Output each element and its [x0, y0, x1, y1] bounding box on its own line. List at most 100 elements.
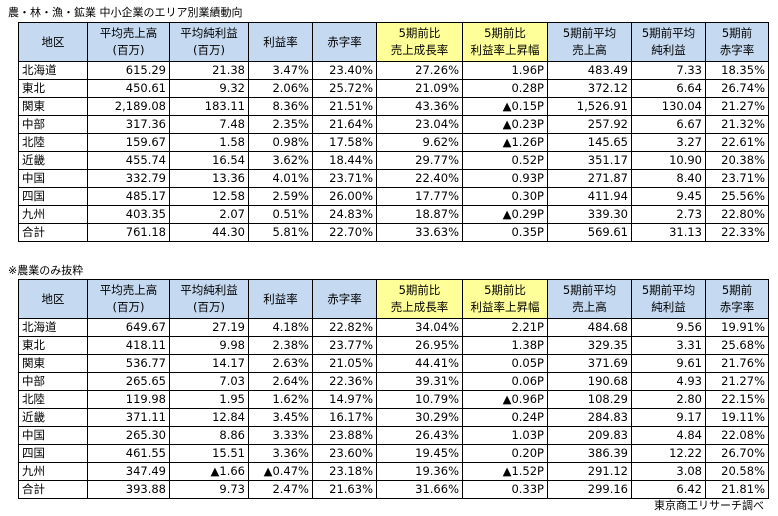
cell: 19.45% [376, 444, 463, 463]
cell: 北海道 [18, 318, 88, 337]
cell: 16.54 [169, 151, 249, 170]
header-cell: 平均売上高 (百万) [87, 279, 170, 319]
cell: 31.13 [631, 223, 706, 242]
cell: 17.58% [312, 133, 377, 152]
header-text: (百万) [193, 43, 225, 57]
cell: 649.67 [87, 318, 170, 337]
cell: 22.82% [312, 318, 377, 337]
cell: 0.30P [462, 187, 548, 206]
header-text: 赤字率 [327, 34, 362, 49]
header-cell: 地区 [18, 279, 88, 319]
cell: 8.86 [169, 426, 249, 445]
cell: 30.29% [376, 408, 463, 427]
header-text: 赤字率 [719, 43, 755, 57]
cell: 329.35 [547, 336, 632, 355]
cell: 21.05% [312, 354, 377, 373]
header-cell: 5期前比売上成長率 [376, 279, 463, 319]
cell: 0.28P [462, 79, 548, 98]
header-cell: 地区 [18, 22, 88, 62]
cell: 20.58% [705, 462, 769, 481]
cell: 19.36% [376, 462, 463, 481]
cell: 27.19 [169, 318, 249, 337]
cell: 3.36% [248, 444, 313, 463]
cell: 27.26% [376, 61, 463, 80]
cell: 北陸 [18, 390, 88, 409]
cell: 1.95 [169, 390, 249, 409]
header-cell: 赤字率 [312, 22, 377, 62]
row: 東北 418.11 9.98 2.38% 23.77% 26.95% 1.38P 329.35… [18, 336, 769, 355]
cell: 3.08 [631, 462, 706, 481]
header-text: 平均売上高 [99, 26, 158, 40]
header-cell: 5期前平均 純利益 [631, 279, 706, 319]
header-cell: 利益率 [248, 279, 313, 319]
row: 北海道 615.29 21.38 3.47% 23.40% 27.26% 1.96P 483.… [18, 61, 769, 80]
header-text: 純利益 [651, 43, 686, 57]
row: 近畿 455.74 16.54 3.62% 18.44% 29.77% 0.52P 351.1… [18, 151, 769, 170]
cell: 536.77 [87, 354, 170, 373]
table: 地区 平均売上高 (百万) 平均純利益 (百万) 利益率 赤字率 5期前比 売上成長率 5期前比利… [18, 279, 769, 499]
cell: ▲0.47% [248, 462, 313, 481]
cell: 3.33% [248, 426, 313, 445]
cell: 0.51% [248, 205, 313, 224]
cell: 9.98 [169, 336, 249, 355]
cell: 22.08% [705, 426, 769, 445]
cell: 190.68 [547, 372, 632, 391]
row: 四国 461.55 15.51 3.36% 23.60% 19.45% 0.20P 386.3… [18, 444, 769, 463]
cell: 北海道 [18, 61, 88, 80]
row: 東北 450.61 9.32 2.06% 25.72% 21.09% 0.28P 372.12… [18, 79, 769, 98]
cell: 569.61 [547, 223, 632, 242]
header-text: 5期前平均 [562, 283, 617, 297]
cell: 22.61% [705, 133, 769, 152]
cell: 21.64% [312, 115, 377, 134]
cell: 411.94 [547, 187, 632, 206]
row: 中国 332.79 13.36 4.01% 23.71% 22.40% 0.93P 271.8… [18, 169, 769, 188]
cell: 4.93 [631, 372, 706, 391]
cell: 4.18% [248, 318, 313, 337]
header-cell: 5期前平均 売上高 [547, 22, 632, 62]
header-text: 5期前比 [398, 283, 441, 297]
cell: 1,526.91 [547, 97, 632, 116]
header-cell: 5期前 赤字率 [705, 279, 769, 319]
cell: 24.83% [312, 205, 377, 224]
cell: 22.33% [705, 223, 769, 242]
cell: 23.60% [312, 444, 377, 463]
cell: 9.62% [376, 133, 463, 152]
header-text: (百万) [112, 43, 145, 57]
row: 四国 485.17 12.58 2.59% 26.00% 17.77% 0.30P 411.9… [18, 187, 769, 206]
cell: 18.35% [705, 61, 769, 80]
cell: 0.05P [462, 354, 548, 373]
row: 中部 265.65 7.03 2.64% 22.36% 39.31% 0.06P 190.68… [18, 372, 769, 391]
cell: 0.20P [462, 444, 548, 463]
cell: 22.70% [312, 223, 377, 242]
cell: 関東 [18, 97, 88, 116]
cell: 5.81% [248, 223, 313, 242]
cell: 371.11 [87, 408, 170, 427]
cell: 7.03 [169, 372, 249, 391]
cell: 1.62% [248, 390, 313, 409]
cell: 0.52P [462, 151, 548, 170]
cell: 9.73 [169, 480, 249, 499]
cell: 15.51 [169, 444, 249, 463]
header-text: 売上成長率 [390, 43, 449, 57]
header-row: 地区 平均売上高 (百万) 平均純利益 (百万) 利益率 赤字率 5期前比 売上成長率 5期前比利… [18, 22, 769, 62]
cell: 372.12 [547, 79, 632, 98]
header-text: 売上成長率 [390, 300, 449, 314]
header-text: 赤字率 [327, 291, 362, 306]
cell: 0.98% [248, 133, 313, 152]
cell: 3.62% [248, 151, 313, 170]
cell: 108.29 [547, 390, 632, 409]
cell: 44.30 [169, 223, 249, 242]
row: 合計 393.88 9.73 2.47% 21.63% 31.66% 0.33P 299.16… [18, 480, 769, 499]
cell: 22.80% [705, 205, 769, 224]
header-text: 5期前平均 [562, 26, 617, 40]
cell: 0.35P [462, 223, 548, 242]
cell: 0.06P [462, 372, 548, 391]
cell: ▲0.23P [462, 115, 548, 134]
cell: 483.49 [547, 61, 632, 80]
cell: 119.98 [87, 390, 170, 409]
cell: 44.41% [376, 354, 463, 373]
cell: 26.00% [312, 187, 377, 206]
cell: 21.27% [705, 97, 769, 116]
cell: 7.33 [631, 61, 706, 80]
